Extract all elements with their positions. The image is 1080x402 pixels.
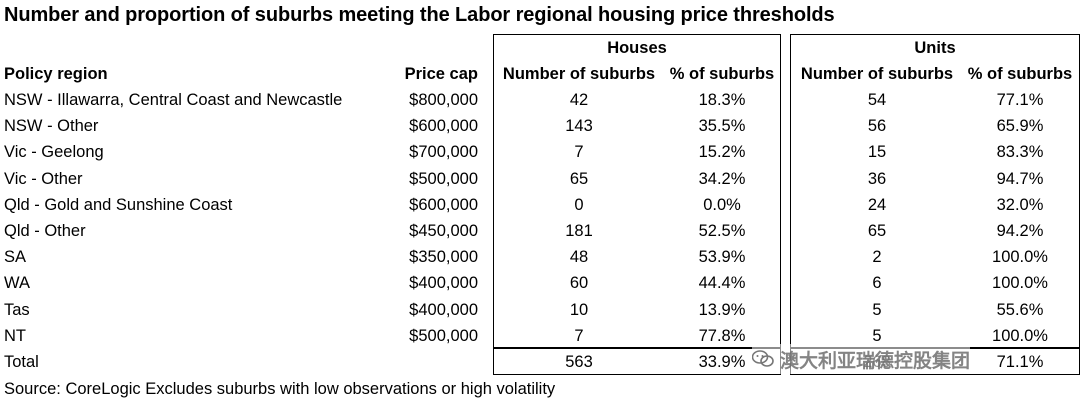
column-header-units-percent: % of suburbs xyxy=(967,65,1073,83)
cell-region: NT xyxy=(4,326,26,345)
cell-units-pct: 94.2% xyxy=(996,222,1044,240)
cell-houses-num: 60 xyxy=(569,274,589,293)
cell-units-num: 24 xyxy=(867,195,887,214)
cell-houses-pct: 18.3% xyxy=(698,91,746,109)
cell-houses-num: 7 xyxy=(574,143,584,162)
cell-region: Total xyxy=(4,353,39,371)
cell-houses-num: 10 xyxy=(569,300,589,319)
cell-units-num: 5 xyxy=(872,300,882,319)
cell-units-pct: 71.1% xyxy=(996,353,1044,371)
source-note: Source: CoreLogic Excludes suburbs with … xyxy=(4,380,556,398)
cell-region: Tas xyxy=(4,300,30,319)
cell-units-pct: 32.0% xyxy=(996,195,1044,214)
cell-price-cap: $600,000 xyxy=(409,117,478,136)
watermark-text: 澳大利亚瑞德控股集团 xyxy=(780,350,971,372)
cell-units-num: 2 xyxy=(872,248,882,267)
cell-region: Qld - Gold and Sunshine Coast xyxy=(4,195,233,214)
cell-houses-num: 143 xyxy=(565,117,593,136)
cell-houses-pct: 35.5% xyxy=(698,117,746,136)
cell-region: Vic - Other xyxy=(4,169,83,188)
cell-houses-pct: 77.8% xyxy=(698,326,746,345)
cell-houses-num: 48 xyxy=(569,248,589,267)
cell-houses-num: 65 xyxy=(569,169,589,188)
column-header-houses-percent: % of suburbs xyxy=(669,65,775,83)
cell-units-num: 5 xyxy=(872,326,882,345)
cell-price-cap: $400,000 xyxy=(409,274,478,293)
cell-units-num: 65 xyxy=(867,222,887,240)
cell-price-cap: $450,000 xyxy=(409,222,478,240)
cell-houses-pct: 33.9% xyxy=(698,353,746,371)
cell-units-pct: 77.1% xyxy=(996,91,1044,109)
cell-price-cap: $600,000 xyxy=(409,195,478,214)
cell-units-num: 6 xyxy=(872,274,882,293)
cell-houses-num: 181 xyxy=(565,222,593,240)
column-header-units-number: Number of suburbs xyxy=(800,65,954,83)
houses-group-box xyxy=(493,34,781,348)
watermark: 澳大利亚瑞德控股集团 xyxy=(751,344,971,374)
cell-region: WA xyxy=(4,274,30,293)
cell-houses-pct: 34.2% xyxy=(698,169,746,188)
cell-price-cap: $500,000 xyxy=(409,169,478,188)
cell-units-pct: 100.0% xyxy=(992,326,1048,345)
cell-price-cap: $400,000 xyxy=(409,300,478,319)
cell-houses-pct: 53.9% xyxy=(698,248,746,267)
group-header-houses: Houses xyxy=(607,39,667,57)
cell-price-cap: $800,000 xyxy=(409,91,478,109)
cell-houses-num: 7 xyxy=(574,326,584,345)
cell-region: Qld - Other xyxy=(4,222,86,240)
cell-units-pct: 65.9% xyxy=(996,117,1044,136)
cell-price-cap: $350,000 xyxy=(409,248,478,267)
cell-houses-pct: 13.9% xyxy=(698,300,746,319)
cell-units-pct: 55.6% xyxy=(996,300,1044,319)
cell-houses-num: 42 xyxy=(569,91,589,109)
table-title: Number and proportion of suburbs meeting… xyxy=(4,4,835,26)
cell-houses-pct: 0.0% xyxy=(703,195,741,214)
cell-units-pct: 100.0% xyxy=(992,274,1048,293)
cell-houses-pct: 44.4% xyxy=(698,274,746,293)
cell-price-cap: $700,000 xyxy=(409,143,478,162)
column-header-price-cap: Price cap xyxy=(404,65,478,83)
column-header-houses-number: Number of suburbs xyxy=(502,65,656,83)
cell-houses-num: 0 xyxy=(574,195,584,214)
cell-region: SA xyxy=(4,248,27,267)
cell-units-num: 56 xyxy=(867,117,887,136)
cell-houses-num: 563 xyxy=(565,353,593,371)
group-header-units: Units xyxy=(914,39,956,57)
cell-units-pct: 83.3% xyxy=(996,143,1044,162)
cell-houses-pct: 15.2% xyxy=(698,143,746,162)
column-header-region: Policy region xyxy=(4,65,108,83)
cell-units-num: 54 xyxy=(867,91,887,109)
chat-bubble-icon xyxy=(751,350,774,368)
cell-houses-pct: 52.5% xyxy=(698,222,746,240)
cell-region: NSW - Other xyxy=(4,117,99,136)
cell-units-num: 15 xyxy=(867,143,887,162)
cell-units-pct: 100.0% xyxy=(992,248,1048,267)
cell-units-num: 36 xyxy=(867,169,887,188)
cell-price-cap xyxy=(380,349,478,375)
cell-units-pct: 94.7% xyxy=(996,169,1044,188)
cell-price-cap: $500,000 xyxy=(409,326,478,345)
cell-region: Vic - Geelong xyxy=(4,143,104,162)
cell-region: NSW - Illawarra, Central Coast and Newca… xyxy=(4,91,343,109)
